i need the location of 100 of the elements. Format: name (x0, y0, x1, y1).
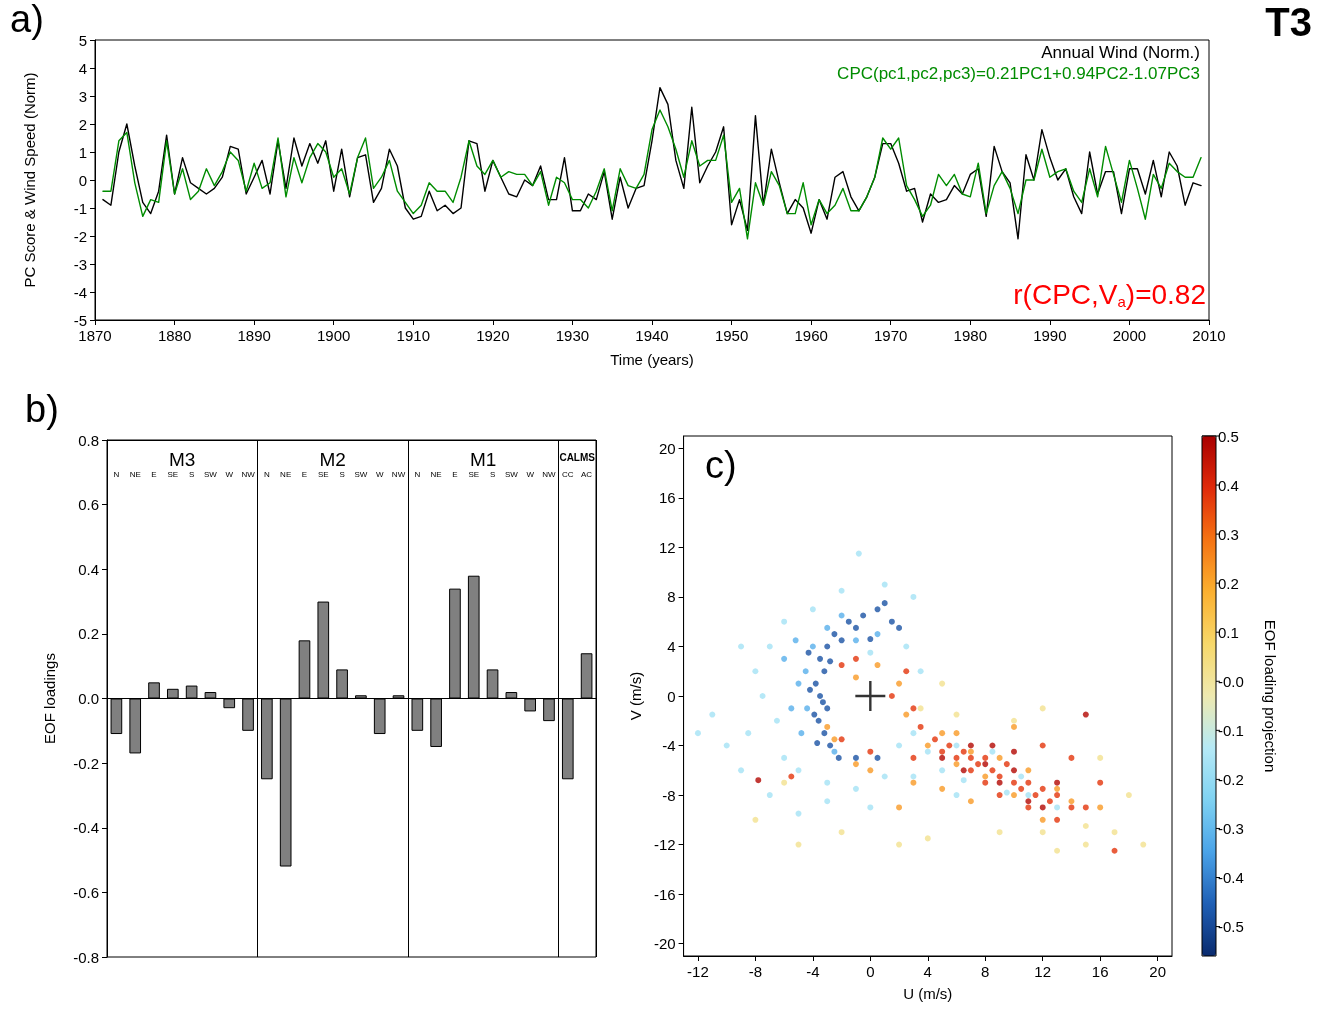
text: a) (10, 0, 44, 40)
y-tick-label: 0.2 (78, 625, 99, 643)
x-tick-label: 1910 (396, 327, 430, 344)
x-tick-label: SE (167, 469, 179, 479)
x-tick-label: 4 (923, 963, 932, 980)
y-tick-label: 0.8 (78, 431, 99, 449)
x-tick-label: 1940 (635, 327, 669, 344)
x-tick-label: 1990 (1033, 327, 1067, 344)
x-tick-label: E (151, 469, 157, 479)
y-tick-label: -0.8 (73, 948, 99, 966)
color-bar-label: 0.4 (1218, 476, 1239, 494)
y-tick-label: -0.6 (73, 883, 99, 901)
y-tick-label: 1 (78, 143, 87, 161)
color-bar-label: 0.3 (1218, 525, 1239, 543)
x-tick-label: 1950 (714, 327, 749, 344)
x-tick-label: 1960 (794, 327, 828, 344)
x-tick-label: 2010 (1192, 327, 1226, 344)
y-tick-label: -0.2 (73, 754, 99, 772)
x-tick-label: W (526, 469, 535, 479)
x-tick-label: 20 (1149, 963, 1166, 980)
y-tick-label: -5 (73, 311, 87, 329)
y-axis-title: PC Score & Wind Speed (Norm) (21, 72, 38, 288)
y-tick-label: -20 (653, 935, 676, 953)
y-axis-title: EOF loadings (41, 653, 58, 744)
x-tick-label: W (225, 469, 234, 479)
x-tick-label: 12 (1034, 963, 1052, 980)
x-tick-label: NW (241, 469, 256, 479)
annotation: CALMS (559, 451, 596, 463)
x-tick-label: NE (280, 469, 292, 479)
color-bar-label: -0.3 (1218, 819, 1244, 837)
y-tick-label: 16 (658, 489, 676, 507)
x-tick-label: NE (129, 469, 141, 479)
color-bar-label: 0.5 (1218, 427, 1239, 445)
annotation: c) (705, 444, 737, 486)
y-tick-label: 5 (78, 31, 87, 49)
x-tick-label: SW (204, 469, 218, 479)
text: T3 (1265, 0, 1313, 44)
x-tick-label: -8 (748, 963, 763, 980)
x-tick-label: 2000 (1112, 327, 1147, 344)
x-tick-label: -4 (806, 963, 820, 980)
y-tick-label: 20 (658, 439, 676, 457)
x-tick-label: 1970 (874, 327, 908, 344)
y-tick-label: 4 (667, 637, 676, 655)
x-tick-label: N (414, 469, 421, 479)
y-axis-title: V (m/s) (627, 671, 644, 721)
y-tick-label: -4 (73, 283, 87, 301)
color-bar-label: -0.2 (1218, 770, 1244, 788)
x-tick-label: SW (354, 469, 368, 479)
text: b) (25, 388, 59, 430)
x-tick-label: E (452, 469, 458, 479)
color-bar-label: -0.5 (1218, 918, 1244, 936)
x-tick-label: 1900 (317, 327, 351, 344)
x-tick-label: NW (391, 469, 406, 479)
annotation: r(CPC,Va)=0.82 (1013, 278, 1206, 310)
color-bar-label: -0.1 (1218, 721, 1244, 739)
x-tick-label: SE (468, 469, 480, 479)
y-tick-label: -12 (653, 836, 676, 854)
x-tick-label: S (188, 469, 195, 479)
x-axis-title: U (m/s) (903, 985, 953, 1002)
color-bar-label: 0.2 (1218, 574, 1239, 592)
y-tick-label: 0.4 (78, 560, 99, 578)
x-tick-label: SW (504, 469, 519, 479)
x-tick-label: S (339, 469, 345, 479)
x-tick-label: N (113, 469, 120, 479)
x-axis-title: Time (years) (610, 351, 694, 368)
x-tick-label: N (263, 469, 270, 479)
x-tick-label: SE (317, 469, 329, 479)
annotation: M2 (319, 449, 346, 470)
annotation: M3 (169, 449, 196, 470)
y-tick-label: -4 (662, 737, 676, 755)
x-tick-label: 1920 (476, 327, 510, 344)
y-tick-label: 0.6 (78, 496, 99, 514)
y-tick-label: 0 (78, 171, 87, 189)
color-bar-label: -0.4 (1218, 869, 1244, 887)
x-tick-label: 1880 (157, 327, 192, 344)
x-tick-label: 8 (981, 963, 990, 980)
x-tick-label: W (375, 469, 384, 479)
text: Annual Wind (Norm.) (1041, 43, 1200, 62)
y-tick-label: -8 (662, 786, 676, 804)
y-tick-label: 3 (78, 87, 87, 105)
x-tick-label: 1890 (237, 327, 271, 344)
annotation: M1 (469, 449, 497, 470)
y-tick-label: -3 (73, 255, 87, 273)
x-tick-label: E (301, 469, 308, 479)
x-tick-label: AC (581, 469, 593, 479)
y-tick-label: -1 (73, 199, 87, 217)
x-tick-label: NE (430, 469, 442, 479)
y-tick-label: -2 (73, 227, 87, 245)
y-tick-label: 0.0 (78, 690, 99, 707)
x-tick-label: CC (562, 469, 574, 479)
y-tick-label: 4 (78, 59, 87, 77)
y-tick-label: 12 (658, 538, 676, 556)
x-tick-label: 16 (1091, 963, 1109, 980)
text: CPC(pc1,pc2,pc3)=0.21PC1+0.94PC2-1.07PC3 (837, 64, 1200, 83)
x-tick-label: NW (542, 469, 557, 479)
y-tick-label: -0.4 (73, 819, 99, 837)
x-tick-label: 0 (866, 963, 875, 980)
x-tick-label: S (489, 469, 496, 479)
x-tick-label: -12 (687, 963, 709, 980)
color-bar-label: -0.0 (1218, 672, 1244, 690)
